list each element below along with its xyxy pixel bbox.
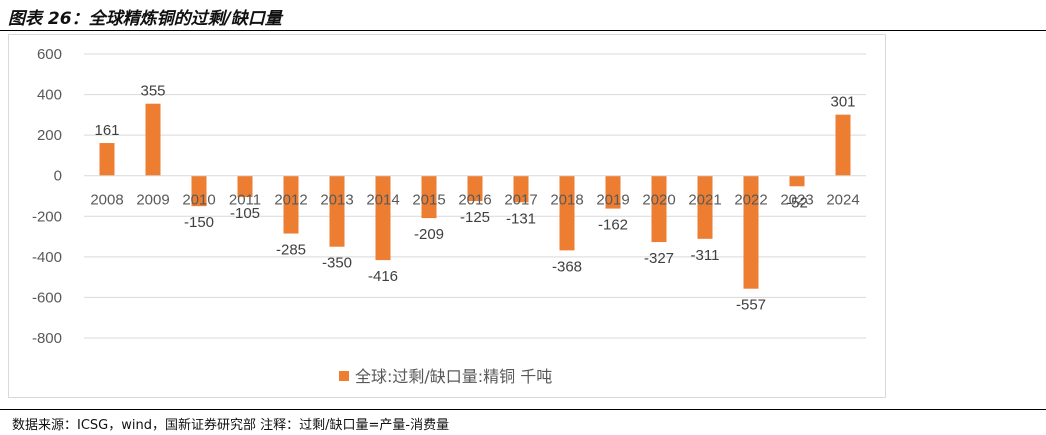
data-label-2015: -209 [414,226,444,243]
bar-2012 [283,175,299,234]
y-tick-label: -800 [32,330,62,347]
x-tick-label: 2013 [320,192,353,209]
x-tick-label: 2014 [366,192,399,209]
data-label-2019: -162 [598,217,628,234]
x-tick-label: 2020 [642,192,675,209]
bar-2011 [237,175,253,198]
bar-2021 [697,175,713,239]
y-tick-label: -400 [32,249,62,266]
footer-rule [0,409,1046,410]
data-label-2020: -327 [644,250,674,267]
y-tick-label: -200 [32,208,62,225]
x-axis-ticks: 2008 2009 2010 2011 2012 2013 2014 2015 2016 2017… [90,192,859,209]
x-tick-label: 2017 [504,192,537,209]
bar-2013 [329,175,345,247]
x-tick-label: 2016 [458,192,491,209]
data-label-2016: -125 [460,209,490,226]
title-rule [0,30,1046,31]
x-tick-label: 2010 [182,192,215,209]
bar-2016 [467,175,483,202]
data-label-2023: -52 [786,194,808,211]
x-tick-label: 2021 [688,192,721,209]
data-label-2021: -311 [691,247,720,264]
data-label-2011: -105 [230,205,260,222]
x-tick-label: 2018 [550,192,583,209]
bar-2015 [421,175,437,219]
data-label-2024: 301 [830,94,855,111]
data-label-2010: -150 [184,214,214,231]
x-tick-label: 2023 [780,192,813,209]
x-tick-label: 2019 [596,192,629,209]
data-label-2009: 355 [140,83,165,100]
bar-2024 [835,114,851,176]
x-tick-label: 2022 [734,192,767,209]
bar-2023 [789,175,805,187]
y-axis-ticks: 600 400 200 0 -200 -400 -600 -800 [32,46,62,347]
x-tick-label: 2012 [274,192,307,209]
bar-2019 [605,175,621,209]
data-label-2012: -285 [276,242,306,259]
bars [99,103,851,289]
x-tick-label: 2008 [90,192,123,209]
y-tick-label: 0 [54,168,62,185]
data-label-2014: -416 [368,268,398,285]
figure-title: 图表 26：全球精炼铜的过剩/缺口量 [8,9,282,29]
x-tick-label: 2009 [136,192,169,209]
bar-2022 [743,175,759,289]
y-tick-label: 200 [37,127,62,144]
data-label-2013: -350 [322,255,352,272]
legend: 全球:过剩/缺口量:精铜 千吨 [339,367,552,386]
legend-swatch [339,371,349,381]
y-tick-label: 400 [37,87,62,104]
data-labels: 161 355 -150 -105 -285 -350 -416 -209 -125 -131 -3… [94,83,855,314]
y-tick-label: -600 [32,289,62,306]
legend-label: 全球:过剩/缺口量:精铜 千吨 [355,367,552,386]
y-tick-label: 600 [37,46,62,63]
bar-2018 [559,175,575,251]
chart-frame [8,34,886,398]
bar-2008 [99,143,115,176]
source-note: 数据来源：ICSG，wind，国新证券研究部 注释：过剩/缺口量=产量-消费量 [12,418,450,433]
data-label-2017: -131 [506,210,536,227]
data-label-2008: 161 [94,122,119,139]
data-label-2022: -557 [736,297,766,314]
x-tick-label: 2015 [412,192,445,209]
bar-2014 [375,175,391,261]
bar-2010 [191,175,207,207]
data-label-2018: -368 [552,258,582,275]
bar-2017 [513,175,529,203]
bar-2009 [145,103,161,176]
gridlines [84,53,866,339]
bar-2020 [651,175,667,243]
x-tick-label: 2011 [229,192,261,209]
x-tick-label: 2024 [826,192,859,209]
